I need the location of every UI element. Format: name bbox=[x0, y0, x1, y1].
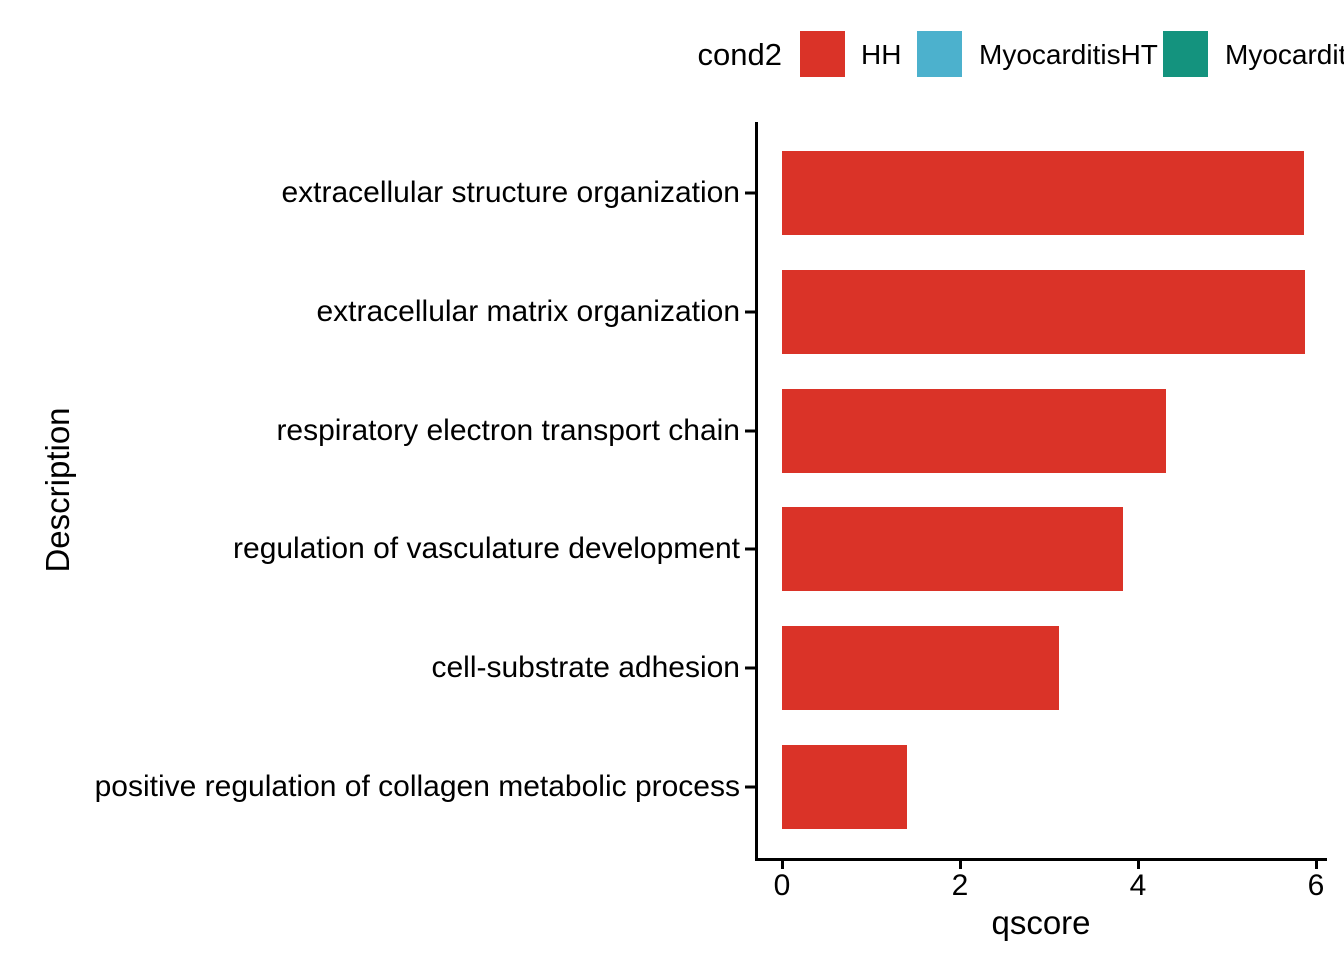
bar-row: regulation of vasculature development bbox=[233, 507, 1327, 592]
y-axis-label: respiratory electron transport chain bbox=[276, 413, 740, 447]
legend-key-hh-swatch bbox=[800, 31, 845, 77]
y-axis-tick-mark bbox=[745, 310, 755, 314]
bar-row: cell-substrate adhesion bbox=[431, 626, 1327, 711]
legend-label-myocarditisht: MyocarditisHT bbox=[979, 39, 1158, 70]
x-axis-tick-label: 0 bbox=[773, 869, 791, 902]
legend-label-myocarditis-clipped: Myocarditis bbox=[1225, 39, 1344, 70]
bar-extracellular-matrix-organization bbox=[782, 269, 1306, 354]
legend-label-hh: HH bbox=[861, 39, 902, 70]
bar-row: respiratory electron transport chain bbox=[276, 388, 1327, 473]
bar-row: extracellular matrix organization bbox=[316, 269, 1327, 354]
y-axis-tick-mark bbox=[745, 191, 755, 195]
y-axis-label: regulation of vasculature development bbox=[233, 532, 740, 566]
bar-row: extracellular structure organization bbox=[281, 151, 1327, 235]
bar-rows: extracellular structure organization ext… bbox=[95, 122, 1327, 858]
x-axis-tick-label: 2 bbox=[951, 869, 969, 902]
bar-respiratory-electron-transport-chain bbox=[782, 388, 1167, 473]
y-axis-tick-mark bbox=[745, 785, 755, 789]
y-axis-label: positive regulation of collagen metaboli… bbox=[94, 769, 740, 803]
bar-cell-substrate-adhesion bbox=[782, 626, 1059, 711]
y-axis-tick-mark bbox=[745, 429, 755, 433]
bar-extracellular-structure-organization bbox=[782, 151, 1304, 235]
x-axis-tick-mark bbox=[781, 858, 784, 869]
bar-row: positive regulation of collagen metaboli… bbox=[95, 744, 1327, 829]
y-axis-label: cell-substrate adhesion bbox=[431, 651, 740, 685]
y-axis-label: extracellular structure organization bbox=[281, 176, 740, 209]
plot-panel: extracellular structure organization ext… bbox=[95, 122, 1327, 901]
bar-positive-regulation-of-collagen-metabolic-process bbox=[782, 744, 907, 829]
legend-title: cond2 bbox=[697, 37, 782, 72]
x-axis-title: qscore bbox=[991, 904, 1091, 941]
x-axis-tick-label: 4 bbox=[1129, 869, 1147, 902]
legend: cond2 HH MyocarditisHT Myocarditis bbox=[0, 0, 1344, 95]
bar-regulation-of-vasculature-development bbox=[782, 507, 1123, 592]
x-axis-tick-label: 6 bbox=[1307, 869, 1325, 902]
y-axis-title: Description bbox=[39, 407, 76, 573]
y-axis-label: extracellular matrix organization bbox=[316, 294, 740, 328]
legend-key-myocarditisht-swatch bbox=[917, 31, 962, 77]
x-axis-tick-mark bbox=[959, 858, 962, 869]
legend-key-myocarditis-swatch bbox=[1163, 31, 1208, 77]
x-axis-tick-mark bbox=[1137, 858, 1140, 869]
y-axis-tick-mark bbox=[745, 547, 755, 551]
y-axis-tick-mark bbox=[745, 666, 755, 670]
x-axis-tick-mark bbox=[1315, 858, 1318, 869]
